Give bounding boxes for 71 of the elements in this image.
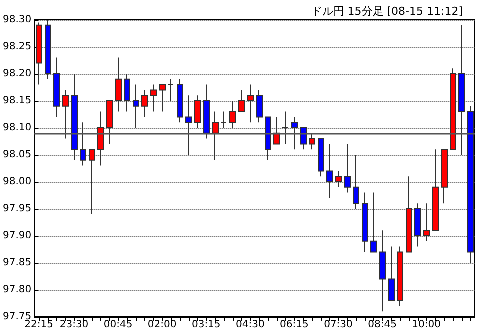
y-tick-label: 98.20 [2, 68, 32, 80]
candlestick [335, 170, 342, 188]
candlestick [159, 84, 166, 112]
candlestick [141, 90, 148, 118]
candlestick [370, 192, 377, 253]
candlestick [150, 84, 157, 112]
y-tick-label: 98.15 [2, 96, 32, 106]
y-tick-label: 97.85 [2, 258, 32, 268]
candlestick [344, 144, 351, 194]
y-tick-label: 97.90 [2, 230, 32, 242]
x-tick-label: 07:30 [324, 320, 353, 330]
x-tick-label: 00:45 [104, 320, 133, 330]
candlestick [203, 84, 210, 140]
candlestick [309, 132, 315, 150]
candlestick [467, 106, 474, 264]
candlestick [229, 100, 236, 128]
y-tick-label: 98.00 [2, 176, 32, 188]
candlestick [265, 116, 271, 161]
candlestick [432, 149, 439, 232]
chart-title: ドル円 15分足 [08-15 11:12] [311, 5, 463, 18]
candlestick [62, 90, 69, 140]
y-tick-label: 98.10 [2, 122, 32, 134]
candlestick [80, 122, 86, 166]
y-tick-label: 98.30 [2, 14, 32, 26]
y-tick-label: 98.25 [2, 42, 32, 52]
candlestick [53, 57, 60, 118]
x-tick-label: 10:00 [412, 320, 441, 330]
candlestick [256, 90, 263, 124]
candlestick [318, 138, 324, 178]
candlestick [423, 203, 430, 242]
candlestick [177, 78, 183, 124]
candlestick [291, 116, 298, 150]
candlestick [362, 192, 368, 253]
candlestick [106, 100, 113, 145]
candlestick [115, 57, 122, 112]
candlestick [45, 20, 51, 80]
candlestick [36, 22, 42, 86]
candlestick [388, 246, 395, 302]
candlestick [450, 68, 456, 150]
candlestick [221, 111, 227, 128]
candlestick [89, 149, 95, 215]
x-tick-label: 22:15 [24, 320, 54, 330]
candlestick [97, 111, 104, 166]
x-tick-label: 06:15 [280, 320, 309, 330]
x-tick-label: 23:30 [60, 320, 89, 330]
candlestick [458, 24, 465, 156]
candlestick [300, 128, 307, 150]
candlestick [441, 149, 448, 204]
candlestick [379, 230, 386, 312]
y-tick-label: 97.95 [2, 204, 32, 214]
candlestick [133, 84, 139, 128]
candlestick [326, 144, 333, 199]
y-tick-label: 98.05 [2, 150, 32, 160]
candlestick [353, 154, 359, 210]
candlestick [124, 74, 130, 112]
candlestick [238, 90, 245, 112]
candlestick [397, 246, 403, 307]
candlestick [71, 74, 78, 161]
candlestick [282, 111, 289, 145]
candlestick [185, 95, 192, 156]
candlestick [414, 203, 421, 248]
y-tick-label: 97.80 [2, 284, 32, 296]
candlestick [194, 95, 201, 128]
candlestick [247, 84, 254, 124]
x-tick-label: 04:30 [236, 320, 265, 330]
candlestick [406, 176, 412, 253]
x-tick-label: 03:15 [192, 320, 221, 330]
x-tick-label: 02:00 [148, 320, 177, 330]
candlestick [212, 111, 219, 161]
candlestick [168, 78, 174, 102]
x-tick-label: 08:45 [368, 320, 397, 330]
